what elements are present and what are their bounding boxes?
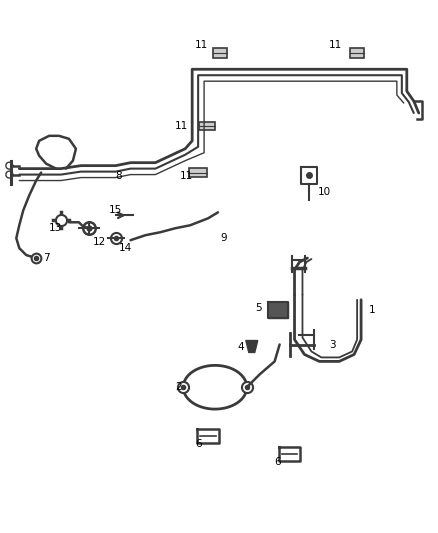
Text: 6: 6 [275,457,281,467]
Bar [189,168,207,177]
Text: 10: 10 [318,188,331,197]
Text: 12: 12 [93,237,106,247]
Text: 1: 1 [369,305,376,314]
Text: 7: 7 [43,253,50,263]
Polygon shape [246,341,258,352]
Text: 15: 15 [109,205,122,215]
Text: 3: 3 [329,340,336,350]
Text: 13: 13 [49,223,62,233]
Bar [350,49,364,58]
Text: 8: 8 [116,171,122,181]
Text: 6: 6 [195,439,202,449]
Bar [213,49,227,58]
Text: 11: 11 [180,171,194,181]
Text: 11: 11 [175,121,188,131]
Text: 2: 2 [175,382,182,392]
Text: 11: 11 [329,41,343,51]
Text: 5: 5 [255,303,261,313]
Text: 11: 11 [195,41,208,51]
Text: 14: 14 [119,243,132,253]
Polygon shape [268,302,288,318]
Text: 4: 4 [238,343,244,352]
Bar [199,122,215,130]
Text: 9: 9 [220,233,226,243]
